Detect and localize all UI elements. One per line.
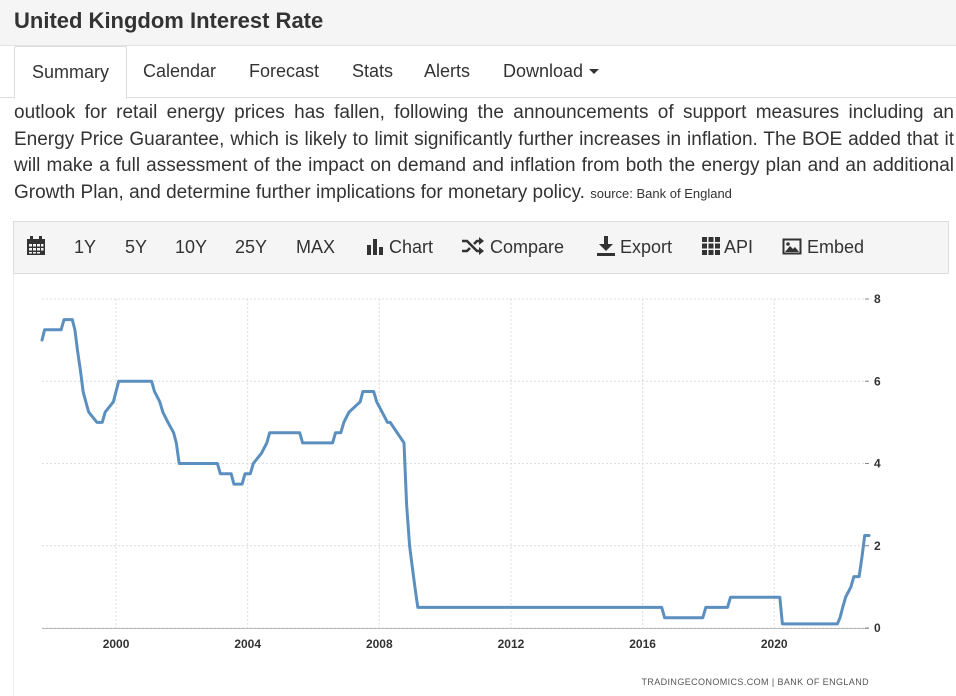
y-tick-label: 2 <box>874 539 881 553</box>
shuffle-icon <box>462 237 484 256</box>
export-button[interactable]: Export <box>597 222 672 273</box>
source-note: source: Bank of England <box>590 185 732 201</box>
tab-download[interactable]: Download <box>503 46 600 98</box>
range-10y-button[interactable]: 10Y <box>175 237 208 257</box>
api-label: API <box>724 237 754 257</box>
chart-credit: TRADINGECONOMICS.COM | BANK OF ENGLAND <box>641 677 869 687</box>
calendar-icon <box>27 236 45 256</box>
range-1y-button[interactable]: 1Y <box>74 237 97 257</box>
chart-type-button[interactable]: Chart <box>366 222 433 273</box>
tab-stats[interactable]: Stats <box>352 61 394 81</box>
y-tick-label: 6 <box>874 374 881 388</box>
tab-download-label: Download <box>503 61 584 81</box>
image-icon <box>782 238 802 255</box>
x-axis-ticks: 2000 2004 2008 2012 2016 2020 <box>103 637 788 651</box>
tab-bar: Summary Calendar Forecast Stats Alerts D… <box>0 46 956 99</box>
interest-rate-line <box>40 318 871 626</box>
chart-type-label: Chart <box>389 237 434 257</box>
y-axis-ticks: 0 2 4 6 8 <box>865 292 881 635</box>
range-max-button[interactable]: MAX <box>296 237 336 257</box>
y-tick-label: 0 <box>874 621 881 635</box>
chart-toolbar: 1Y 5Y 10Y 25Y MAX Chart Compare Export A… <box>13 221 949 274</box>
x-tick-label: 2004 <box>234 637 261 651</box>
x-tick-label: 2008 <box>366 637 393 651</box>
range-25y-button[interactable]: 25Y <box>235 237 268 257</box>
tab-summary[interactable]: Summary <box>14 46 128 99</box>
range-5y-button[interactable]: 5Y <box>125 237 148 257</box>
series-layer <box>40 318 871 626</box>
bar-chart-icon <box>367 239 383 256</box>
compare-label: Compare <box>490 237 565 257</box>
tab-forecast[interactable]: Forecast <box>249 61 320 81</box>
download-icon <box>597 236 615 257</box>
embed-button[interactable]: Embed <box>782 222 864 273</box>
tab-calendar[interactable]: Calendar <box>143 61 217 81</box>
x-tick-label: 2020 <box>761 637 788 651</box>
summary-text: outlook for retail energy prices has fal… <box>14 102 954 203</box>
export-label: Export <box>620 237 673 257</box>
title-bar: United Kingdom Interest Rate <box>0 0 956 46</box>
y-tick-label: 4 <box>874 457 881 471</box>
caret-down-icon <box>589 68 600 74</box>
y-tick-label: 8 <box>874 292 881 306</box>
x-tick-label: 2012 <box>498 637 525 651</box>
api-button[interactable]: API <box>702 222 753 273</box>
embed-label: Embed <box>807 237 865 257</box>
page-title: United Kingdom Interest Rate <box>14 8 324 33</box>
interest-rate-chart: 2000 2004 2008 2012 2016 2020 0 2 4 6 8 TRADINGEC… <box>13 274 949 696</box>
x-tick-label: 2016 <box>629 637 656 651</box>
gridlines <box>42 298 869 629</box>
grid-icon <box>702 237 720 256</box>
chart-canvas: 2000 2004 2008 2012 2016 2020 0 2 4 6 8 TRADINGEC… <box>40 292 881 687</box>
x-tick-label: 2000 <box>103 637 130 651</box>
summary-paragraph: outlook for retail energy prices has fal… <box>14 100 954 207</box>
compare-button[interactable]: Compare <box>461 222 564 273</box>
tab-alerts[interactable]: Alerts <box>424 61 471 81</box>
calendar-button[interactable] <box>26 222 46 273</box>
